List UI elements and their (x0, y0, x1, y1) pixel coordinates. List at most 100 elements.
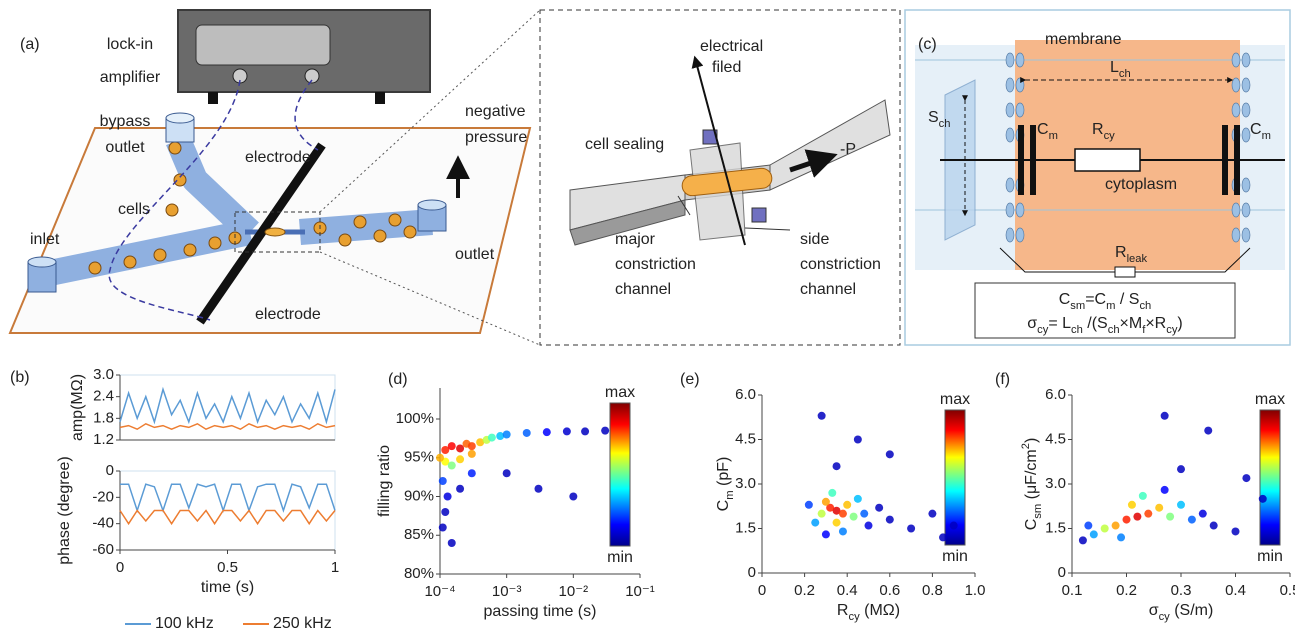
y-tick-label: 1.5 (735, 519, 756, 536)
point (907, 525, 915, 533)
capacitor-plate (1222, 125, 1228, 195)
x-axis-label: Rcy (MΩ) (837, 602, 900, 623)
point (523, 429, 531, 437)
colorbar-max: max (605, 384, 635, 401)
point (1188, 516, 1196, 524)
text-part: cy (848, 611, 860, 623)
text-part: (μF/cm (1023, 449, 1040, 504)
point (828, 489, 836, 497)
point (811, 519, 819, 527)
colorbar (610, 403, 630, 546)
point (563, 427, 571, 435)
point (456, 485, 464, 493)
text-part: =C (1085, 291, 1106, 308)
point (1123, 516, 1131, 524)
colorbar-max: max (940, 391, 970, 408)
label: constriction (800, 256, 881, 273)
chart: 0-20-40-6000.51phase (degree)time (s)100… (56, 456, 339, 630)
leak-resistor (1115, 267, 1135, 277)
foot (208, 92, 218, 104)
text-part: R (1115, 244, 1127, 261)
foot (375, 92, 385, 104)
point (843, 501, 851, 509)
text-part: sm (1032, 504, 1044, 519)
y-tick-label: 3.0 (1045, 475, 1066, 492)
colorbar-min: min (942, 548, 968, 565)
text-part: R (1092, 121, 1104, 138)
point (1079, 536, 1087, 544)
point (468, 450, 476, 458)
y-tick-label: 85% (404, 526, 434, 543)
y-tick-label: 4.5 (735, 430, 756, 447)
label: -P (840, 141, 856, 158)
line (120, 424, 335, 429)
x-tick-label: 10⁻¹ (625, 583, 655, 600)
panel-label: (c) (918, 36, 937, 53)
x-tick-label: 0.8 (922, 582, 943, 599)
text-part: m (1049, 130, 1058, 142)
panel-a: (a) lock-in amplifier bypass outlet elec… (10, 10, 540, 345)
chart: 01.53.04.56.00.10.20.30.40.5(f)Csm (μF/c… (995, 371, 1295, 623)
y-axis-label: Csm (μF/cm2) (1020, 438, 1044, 531)
text-part: (S/m) (1170, 602, 1214, 619)
point (822, 498, 830, 506)
y-axis-label: Cm (pF) (715, 457, 736, 512)
point (503, 469, 511, 477)
x-tick-label: 0.6 (879, 582, 900, 599)
point (448, 539, 456, 547)
label: membrane (1045, 31, 1122, 48)
point (436, 454, 444, 462)
point (1101, 525, 1109, 533)
panel-label: (f) (995, 371, 1010, 388)
y-tick-label: 1.2 (93, 431, 114, 448)
cell (265, 228, 285, 236)
x-tick-label: 0.1 (1062, 582, 1083, 599)
panel-zoom: electrical filed cell sealing -P major c… (540, 10, 900, 345)
point (488, 434, 496, 442)
point (1084, 522, 1092, 530)
x-tick-label: 0.4 (837, 582, 858, 599)
text-part: m (1262, 130, 1271, 142)
resistor (1075, 149, 1140, 171)
text-part: cy (1037, 324, 1049, 336)
x-axis-label: passing time (s) (484, 603, 597, 620)
label: outlet (105, 139, 145, 156)
label: channel (800, 281, 856, 298)
text-part: ch (1139, 300, 1151, 312)
label: cells (118, 201, 150, 218)
point (468, 442, 476, 450)
panel-c: (c) membrane Lch Sch Cm Rcy Cm cytoplasm… (905, 10, 1290, 345)
label: cytoplasm (1105, 176, 1177, 193)
colorbar-max: max (1255, 391, 1285, 408)
text-part: m (1106, 300, 1115, 312)
point (448, 442, 456, 450)
text-part: /(S (1083, 315, 1108, 332)
point (1090, 530, 1098, 538)
legend-label: 100 kHz (155, 615, 214, 630)
text-part: cy (1159, 611, 1171, 623)
point (850, 513, 858, 521)
legend-label: 250 kHz (273, 615, 332, 630)
text-part: L (1110, 59, 1119, 76)
x-tick-label: 10⁻³ (492, 583, 522, 600)
text-part: sm (1070, 300, 1085, 312)
point (839, 510, 847, 518)
text-part: = L (1048, 315, 1071, 332)
panel-label: (e) (680, 371, 700, 388)
point (534, 485, 542, 493)
text-part: leak (1127, 253, 1148, 265)
y-tick-label: 95% (404, 449, 434, 466)
x-tick-label: 0 (758, 582, 766, 599)
point (441, 508, 449, 516)
colorbar-min: min (607, 549, 633, 566)
label: cell sealing (585, 136, 664, 153)
label: amplifier (100, 69, 161, 86)
label: channel (615, 281, 671, 298)
point (939, 533, 947, 541)
x-tick-label: 1.0 (965, 582, 986, 599)
capacitor-plate (1018, 125, 1024, 195)
y-tick-label: 2.4 (93, 388, 114, 405)
point (886, 450, 894, 458)
point (854, 495, 862, 503)
